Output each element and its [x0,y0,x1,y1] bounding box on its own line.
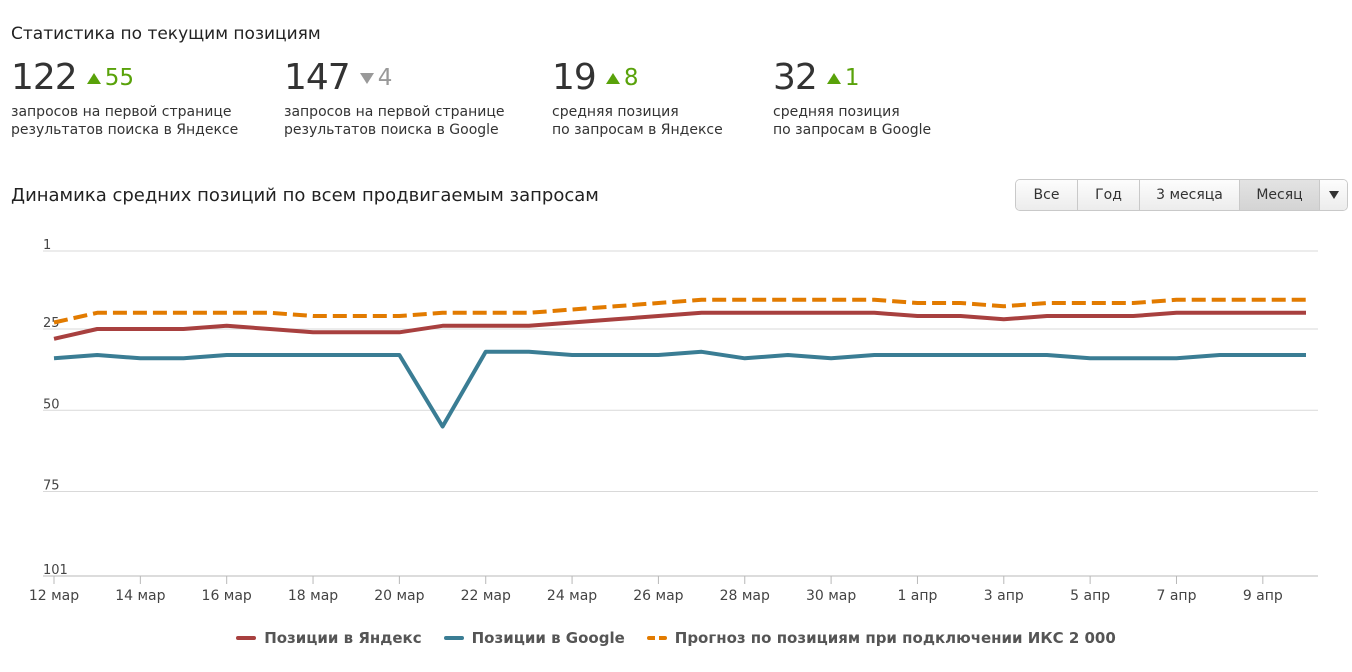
stat-yandex-first-page: 122 55 запросов на первой странице резуль… [11,57,238,139]
x-tick-label: 1 апр [897,588,937,604]
triangle-down-icon [1328,191,1339,199]
x-tick-label: 9 апр [1243,588,1283,604]
arrow-up-icon [86,72,101,84]
stat-value: 32 [773,57,818,98]
stat-google-average: 32 1 средняя позиция по запросам в Google [773,57,931,139]
y-tick-label: 1 [43,238,51,253]
stat-delta: 1 [844,65,860,91]
x-tick-label: 26 мар [633,588,683,604]
range-year-button[interactable]: Год [1078,180,1140,210]
x-tick-label: 18 мар [288,588,338,604]
x-tick-label: 28 мар [720,588,770,604]
stat-delta: 4 [377,65,393,91]
arrow-down-icon [359,72,374,84]
x-tick-label: 20 мар [374,588,424,604]
x-tick-label: 3 апр [984,588,1024,604]
y-tick-label: 101 [43,563,68,578]
stats-title: Статистика по текущим позициям [11,24,321,44]
legend-swatch-google [443,636,464,640]
x-tick-label: 12 мар [29,588,79,604]
legend-label: Позиции в Google [471,629,625,647]
legend-label: Позиции в Яндекс [264,629,422,647]
range-3-months-button[interactable]: 3 месяца [1140,180,1240,210]
x-tick-label: 16 мар [202,588,252,604]
x-tick-label: 5 апр [1070,588,1110,604]
legend-label: Прогноз по позициям при подключении ИКС … [674,629,1116,647]
chart-legend: Позиции в Яндекс Позиции в Google Прогно… [0,629,1352,647]
series-line-google [53,349,1306,429]
positions-chart: 1 25 50 75 101 12 мар 14 мар 16 мар 18 мар 20 мар… [29,238,1318,604]
legend-item-google[interactable]: Позиции в Google [443,629,625,647]
y-tick-label: 50 [43,397,60,412]
legend-item-forecast[interactable]: Прогноз по позициям при подключении ИКС … [646,629,1116,647]
stat-value: 147 [284,57,351,98]
range-dropdown-button[interactable] [1320,180,1347,210]
stat-description: запросов на первой странице результатов п… [11,104,239,138]
stat-yandex-average: 19 8 средняя позиция по запросам в Яндекс… [552,57,723,139]
arrow-up-icon [605,72,620,84]
x-tick-label: 30 мар [806,588,856,604]
range-selector: Все Год 3 месяца Месяц [1015,179,1348,211]
legend-swatch-yandex [236,636,257,640]
range-month-button[interactable]: Месяц [1240,180,1320,210]
y-tick-label: 25 [43,316,60,331]
x-tick-label: 24 мар [547,588,597,604]
y-tick-label: 75 [43,479,60,494]
stat-description: запросов на первой странице результатов п… [284,104,505,138]
stat-delta: 55 [104,65,134,91]
series-line-forecast [53,297,1306,325]
x-tick-label: 7 апр [1156,588,1196,604]
stat-value: 19 [552,57,597,98]
stat-description: средняя позиция по запросам в Яндексе [552,104,723,138]
legend-item-yandex[interactable]: Позиции в Яндекс [236,629,422,647]
stat-value: 122 [11,57,78,98]
range-all-button[interactable]: Все [1016,180,1078,210]
x-tick-label: 14 мар [115,588,165,604]
stat-google-first-page: 147 4 запросов на первой странице результ… [284,57,505,139]
stat-delta: 8 [623,65,639,91]
x-tick-label: 22 мар [461,588,511,604]
legend-swatch-forecast [646,636,667,640]
arrow-up-icon [826,72,841,84]
series-line-yandex [53,310,1306,341]
chart-title: Динамика средних позиций по всем продвиг… [11,185,599,206]
stat-description: средняя позиция по запросам в Google [773,104,932,138]
